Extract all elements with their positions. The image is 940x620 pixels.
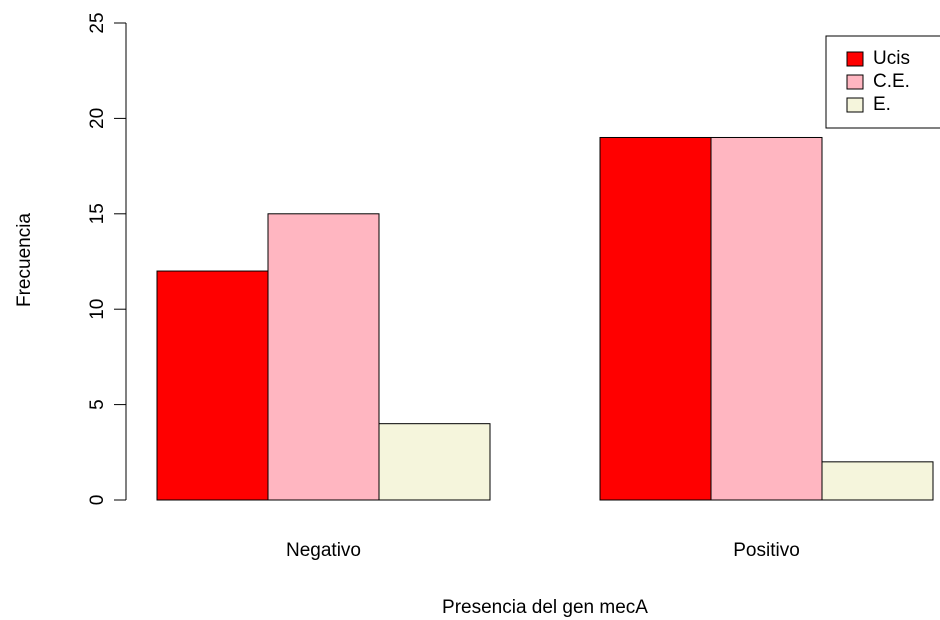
legend-box <box>825 35 940 129</box>
x-category-label: Negativo <box>286 540 361 561</box>
legend-swatch <box>846 97 864 113</box>
y-axis-title: Frecuencia <box>14 213 35 307</box>
bars <box>156 136 934 501</box>
y-tick-label: 0 <box>87 495 108 506</box>
bar <box>267 213 380 501</box>
x-axis-title: Presencia del gen mecA <box>442 597 648 618</box>
legend-label: E. <box>873 94 891 115</box>
x-category-label: Positivo <box>733 540 800 561</box>
bar <box>378 423 491 501</box>
bar <box>599 136 712 501</box>
bar <box>156 270 269 501</box>
category-labels: Negativo Positivo <box>286 540 800 561</box>
legend-swatch <box>846 74 864 90</box>
y-tick-label: 10 <box>87 299 108 320</box>
legend-label: Ucis <box>873 48 910 69</box>
bar <box>710 136 823 501</box>
y-tick-label: 15 <box>87 203 108 224</box>
y-tick-label: 20 <box>87 108 108 129</box>
bar <box>821 461 934 501</box>
y-axis: 0 5 10 15 20 25 <box>87 12 127 506</box>
legend-label: C.E. <box>873 71 910 92</box>
y-tick-label: 25 <box>87 12 108 33</box>
legend-swatch <box>846 51 864 67</box>
y-tick-label: 5 <box>87 399 108 410</box>
